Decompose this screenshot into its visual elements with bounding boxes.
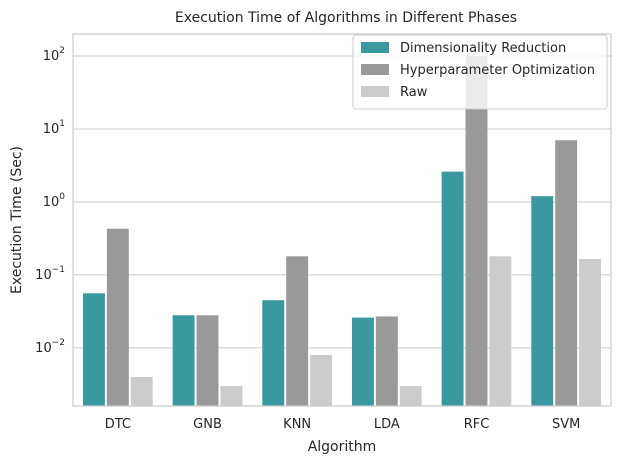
x-tick-labels: DTC GNB KNN LDA RFC SVM (105, 417, 581, 432)
bar-svm-hyperparameter-optimization (555, 140, 578, 406)
legend: Dimensionality Reduction Hyperparameter O… (352, 34, 608, 110)
bar-rfc-dimensionality-reduction (441, 171, 464, 406)
bar-lda-raw (399, 386, 422, 406)
x-tick-label-rfc: RFC (464, 417, 490, 432)
bar-lda-dimensionality-reduction (351, 317, 374, 406)
bar-dtc-dimensionality-reduction (82, 293, 105, 406)
gridlines (73, 55, 611, 349)
x-axis-label: Algorithm (308, 439, 377, 455)
legend-label: Hyperparameter Optimization (400, 63, 595, 78)
legend-label: Raw (400, 85, 428, 100)
bars (82, 55, 602, 406)
y-axis-label: Execution Time (Sec) (9, 146, 25, 294)
y-tick-label: 102 (43, 46, 65, 64)
bar-gnb-hyperparameter-optimization (196, 315, 219, 406)
bar-gnb-raw (220, 386, 243, 406)
legend-swatch-dimensionality-reduction (361, 42, 389, 53)
y-tick-label: 10−1 (35, 265, 65, 283)
plot-frame (72, 33, 612, 407)
legend-label: Dimensionality Reduction (400, 41, 566, 56)
bar-svm-dimensionality-reduction (531, 196, 554, 406)
legend-swatch-hyperparameter-optimization (361, 64, 389, 75)
bar-knn-hyperparameter-optimization (286, 256, 309, 406)
bar-dtc-hyperparameter-optimization (106, 228, 129, 406)
x-tick-label-knn: KNN (283, 417, 311, 432)
x-tick-label-svm: SVM (552, 417, 580, 432)
y-tick-label: 10−2 (35, 338, 65, 356)
bar-rfc-raw (489, 256, 512, 406)
x-tick-label-lda: LDA (374, 417, 400, 432)
legend-swatch-raw (361, 86, 389, 97)
legend-box (352, 34, 608, 110)
x-tick-label-gnb: GNB (193, 417, 222, 432)
y-tick-labels: 10−2 10−1 100 101 102 (35, 46, 65, 356)
bar-lda-hyperparameter-optimization (375, 316, 398, 406)
chart-title: Execution Time of Algorithms in Differen… (175, 10, 517, 26)
bar-gnb-dimensionality-reduction (172, 315, 195, 406)
bar-rfc-hyperparameter-optimization (465, 55, 488, 406)
bar-svm-raw (579, 259, 602, 406)
bar-dtc-raw (130, 376, 153, 406)
bar-knn-dimensionality-reduction (262, 300, 285, 406)
y-tick-label: 100 (43, 192, 66, 210)
x-tick-label-dtc: DTC (105, 417, 131, 432)
bar-knn-raw (310, 354, 333, 406)
y-tick-label: 101 (43, 119, 65, 137)
